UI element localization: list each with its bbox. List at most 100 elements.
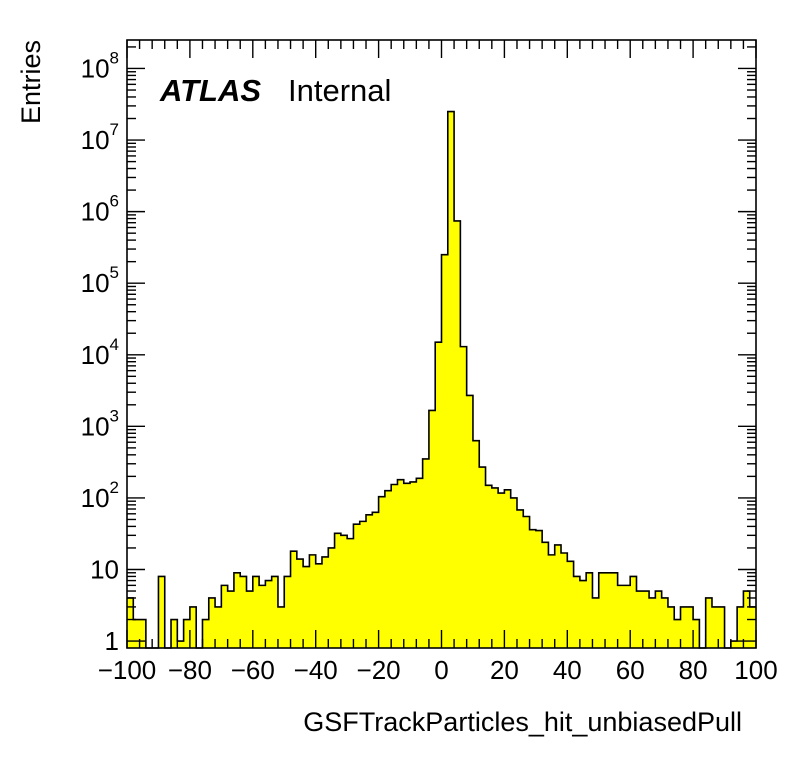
histogram-bin [378,496,386,648]
histogram-bin [265,580,273,648]
histogram-bin [246,591,254,648]
histogram-bin [674,619,682,648]
histogram-bin [498,493,505,648]
histogram-bin [535,530,543,648]
histogram-bin [447,111,455,649]
histogram-bin [642,591,650,648]
histogram-bin [554,544,562,648]
histogram-bin [271,576,279,648]
histogram-bin [133,619,141,648]
histogram-bin [523,516,531,648]
histogram-bin [171,619,178,648]
histogram-bin [743,591,751,648]
x-tick-label: −100 [98,655,157,685]
histogram-bin [485,485,493,648]
histogram-bin [303,566,311,648]
histogram-bins [127,111,757,649]
histogram-bin [359,521,367,648]
histogram-bin [366,514,373,648]
histogram-bin [127,597,134,648]
histogram-bin [617,585,625,648]
histogram-bin [667,606,675,648]
histogram-bin [233,572,241,648]
histogram-bin [504,489,512,648]
histogram-bin [579,580,587,648]
histogram-bin [491,487,499,648]
histogram-bin [183,619,191,648]
histogram-bin [460,346,468,648]
histogram-bin [516,509,524,648]
histogram-bin [309,554,317,648]
y-tick-label: 1 [105,626,119,656]
histogram-bin [718,606,726,648]
histogram-bin [686,606,694,648]
histogram-bin [139,619,147,648]
histogram-bin [347,538,355,648]
histogram-bin [221,585,229,648]
atlas-label: ATLAS [159,73,261,108]
histogram-bin [737,606,745,648]
histogram-bin [693,619,700,648]
histogram-bin [661,597,669,648]
x-tick-label: 40 [553,655,582,685]
x-tick-labels: −100 −80 −60 −40 −20 0 20 40 60 80 100 [98,655,778,685]
histogram-bin [334,533,342,648]
axis-ticks [126,40,757,648]
x-tick-label: 20 [490,655,519,685]
histogram-bin [391,484,399,648]
x-tick-label: −20 [357,655,401,685]
histogram-bin [441,254,449,648]
x-tick-label: 80 [679,655,708,685]
histogram-bin [328,547,336,648]
x-tick-label: 100 [734,655,777,685]
histogram-bin [466,395,474,648]
y-tick-label: 106 [81,192,119,227]
x-tick-label: 60 [616,655,645,685]
histogram-bin [649,597,656,648]
histogram-bin [372,512,380,648]
histogram-bin [623,585,631,648]
histogram-bin [705,597,713,648]
histogram-bin [542,542,550,648]
histogram-bin [215,606,222,648]
x-axis-title: GSFTrackParticles_hit_unbiasedPull [303,707,742,737]
histogram-bin [592,597,600,648]
histogram-bin [598,572,606,648]
histogram-bin [636,591,644,648]
histogram-bin [321,556,329,648]
histogram-bin [189,606,197,648]
histogram-bin [208,597,216,648]
x-tick-label: −40 [294,655,338,685]
histogram-bin [384,490,392,648]
histogram-bin [158,576,166,648]
x-tick-label: −80 [168,655,212,685]
histogram-bin [630,576,638,648]
histogram-bin [529,529,537,648]
histogram-bin [227,591,235,648]
y-axis-title: Entries [16,40,46,124]
histogram-bin [340,535,348,648]
histogram-bin [416,478,424,648]
histogram-bin [410,481,417,648]
histogram-bin [290,551,298,648]
histogram-bin [655,591,663,648]
histogram-bin [510,497,518,648]
x-tick-label: 0 [434,655,448,685]
histogram-bin [240,576,248,648]
histogram-bin [749,606,757,648]
histogram-bin [479,467,487,648]
histogram-bin [403,483,411,648]
histogram-bin [422,458,430,648]
histogram-bin [730,641,738,648]
histogram-bin [315,563,323,648]
histogram-bin [397,479,405,648]
histogram-bin [548,554,556,648]
histogram-bin [259,585,266,648]
atlas-status-label: Internal [288,73,391,108]
histogram-bin [711,606,719,648]
histogram-bin [573,576,581,648]
y-tick-label: 10 [90,554,119,584]
histogram-bin [435,342,443,648]
histogram-outline [127,110,756,649]
